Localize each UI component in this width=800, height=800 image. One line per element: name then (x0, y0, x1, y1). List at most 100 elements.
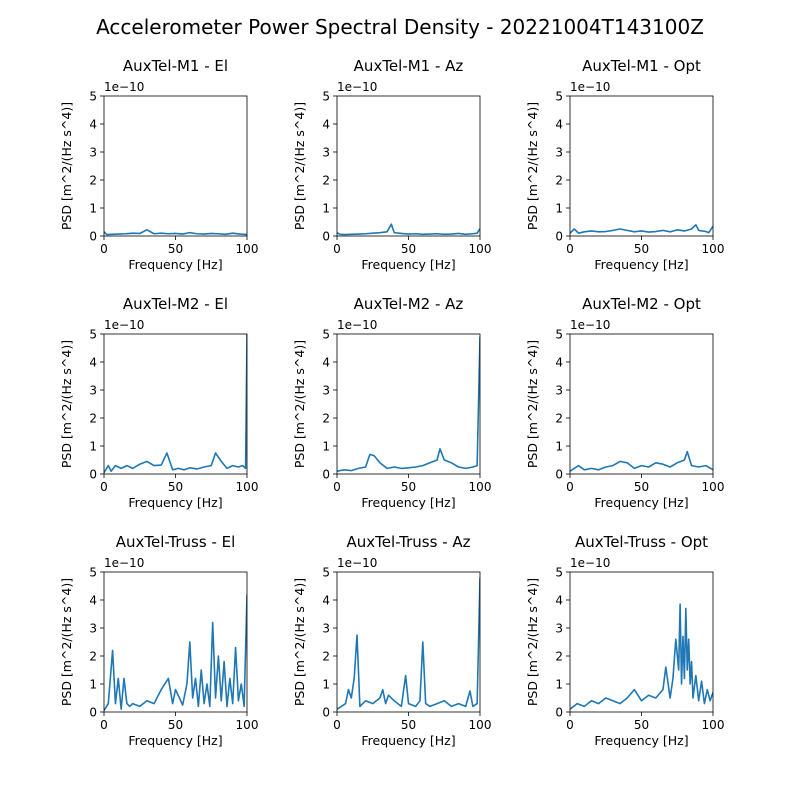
psd-series-line (570, 603, 713, 710)
x-tick-label: 0 (333, 242, 341, 256)
y-tick-label: 2 (89, 650, 97, 664)
y-tick-label: 2 (322, 174, 330, 188)
x-tick-label: 100 (236, 480, 259, 494)
y-axis-label: PSD [m^2/(Hz s^4)] (292, 340, 307, 468)
y-tick-label: 4 (555, 118, 563, 132)
figure-title: Accelerometer Power Spectral Density - 2… (96, 15, 704, 39)
y-tick-label: 4 (89, 594, 97, 608)
x-tick-label: 50 (634, 718, 649, 732)
y-tick-label: 2 (89, 412, 97, 426)
psd-series-line (104, 594, 247, 712)
subplot-title: AuxTel-M1 - El (123, 57, 228, 75)
y-tick-label: 2 (555, 174, 563, 188)
x-tick-label: 100 (702, 480, 725, 494)
subplot-4: AuxTel-M2 - El 1e−10 0 50 100 0 1 2 3 4 5 Frequency… (59, 295, 258, 510)
y-tick-label: 1 (555, 678, 563, 692)
x-axis-label: Frequency [Hz] (361, 733, 455, 748)
y-scale-label: 1e−10 (104, 318, 144, 332)
x-tick-label: 100 (469, 718, 492, 732)
y-tick-label: 4 (89, 356, 97, 370)
y-tick-label: 1 (322, 678, 330, 692)
x-tick-label: 0 (566, 718, 574, 732)
y-axis-label: PSD [m^2/(Hz s^4)] (292, 578, 307, 706)
y-tick-label: 2 (89, 174, 97, 188)
y-tick-label: 1 (89, 440, 97, 454)
y-tick-label: 0 (555, 468, 563, 482)
x-tick-label: 50 (634, 242, 649, 256)
y-scale-label: 1e−10 (570, 80, 610, 94)
subplot-title: AuxTel-M1 - Az (354, 57, 464, 75)
y-axis-label: PSD [m^2/(Hz s^4)] (525, 578, 540, 706)
y-tick-label: 1 (555, 202, 563, 216)
y-tick-label: 1 (89, 202, 97, 216)
y-scale-label: 1e−10 (337, 556, 377, 570)
y-tick-label: 0 (89, 468, 97, 482)
subplot-2: AuxTel-M1 - Az 1e−10 0 50 100 0 1 2 3 4 5 Frequency… (292, 57, 491, 272)
y-tick-label: 0 (555, 706, 563, 720)
x-tick-label: 50 (634, 480, 649, 494)
x-tick-label: 0 (333, 480, 341, 494)
subplot-1: AuxTel-M1 - El 1e−10 0 50 100 0 1 2 3 4 5 Frequency… (59, 57, 258, 272)
y-tick-label: 5 (555, 566, 563, 580)
y-tick-label: 3 (555, 384, 563, 398)
y-scale-label: 1e−10 (570, 556, 610, 570)
x-tick-label: 50 (168, 480, 183, 494)
x-tick-label: 100 (236, 242, 259, 256)
y-tick-label: 3 (89, 384, 97, 398)
subplot-title: AuxTel-Truss - Opt (575, 533, 708, 551)
x-tick-label: 100 (469, 480, 492, 494)
y-tick-label: 2 (322, 412, 330, 426)
y-tick-label: 4 (322, 118, 330, 132)
y-tick-label: 1 (322, 440, 330, 454)
y-tick-label: 5 (89, 328, 97, 342)
y-tick-label: 4 (89, 118, 97, 132)
x-tick-label: 50 (401, 718, 416, 732)
subplot-9: AuxTel-Truss - Opt 1e−10 0 50 100 0 1 2 3 4 5 Frequ… (525, 533, 724, 748)
x-tick-label: 50 (401, 242, 416, 256)
y-tick-label: 3 (555, 622, 563, 636)
y-axis-label: PSD [m^2/(Hz s^4)] (59, 340, 74, 468)
x-axis-label: Frequency [Hz] (128, 495, 222, 510)
y-tick-label: 3 (322, 384, 330, 398)
y-tick-label: 0 (322, 468, 330, 482)
y-tick-label: 0 (322, 706, 330, 720)
x-tick-label: 0 (100, 242, 108, 256)
subplot-title: AuxTel-Truss - Az (346, 533, 470, 551)
y-tick-label: 0 (322, 230, 330, 244)
x-tick-label: 50 (401, 480, 416, 494)
y-tick-label: 3 (555, 146, 563, 160)
y-tick-label: 1 (322, 202, 330, 216)
y-tick-label: 4 (322, 356, 330, 370)
y-tick-label: 2 (555, 412, 563, 426)
y-tick-label: 0 (555, 230, 563, 244)
y-axis-label: PSD [m^2/(Hz s^4)] (59, 102, 74, 230)
y-tick-label: 2 (555, 650, 563, 664)
y-scale-label: 1e−10 (337, 80, 377, 94)
psd-series-line (337, 577, 480, 710)
y-tick-label: 5 (89, 566, 97, 580)
psd-series-line (337, 336, 480, 472)
psd-series-line (570, 450, 713, 472)
x-tick-label: 100 (702, 718, 725, 732)
y-tick-label: 0 (89, 706, 97, 720)
subplot-title: AuxTel-M1 - Opt (582, 57, 701, 75)
y-tick-label: 5 (89, 90, 97, 104)
y-tick-label: 4 (555, 356, 563, 370)
y-axis-label: PSD [m^2/(Hz s^4)] (525, 340, 540, 468)
x-axis-label: Frequency [Hz] (594, 257, 688, 272)
x-tick-label: 50 (168, 242, 183, 256)
psd-series-line (104, 229, 247, 236)
y-scale-label: 1e−10 (104, 556, 144, 570)
y-axis-label: PSD [m^2/(Hz s^4)] (525, 102, 540, 230)
y-scale-label: 1e−10 (104, 80, 144, 94)
x-tick-label: 0 (566, 242, 574, 256)
y-tick-label: 4 (322, 594, 330, 608)
y-tick-label: 5 (555, 328, 563, 342)
x-axis-label: Frequency [Hz] (361, 495, 455, 510)
subplot-7: AuxTel-Truss - El 1e−10 0 50 100 0 1 2 3 4 5 Freque… (59, 533, 258, 748)
x-tick-label: 0 (333, 718, 341, 732)
subplot-title: AuxTel-Truss - El (116, 533, 236, 551)
x-axis-label: Frequency [Hz] (128, 257, 222, 272)
y-scale-label: 1e−10 (337, 318, 377, 332)
